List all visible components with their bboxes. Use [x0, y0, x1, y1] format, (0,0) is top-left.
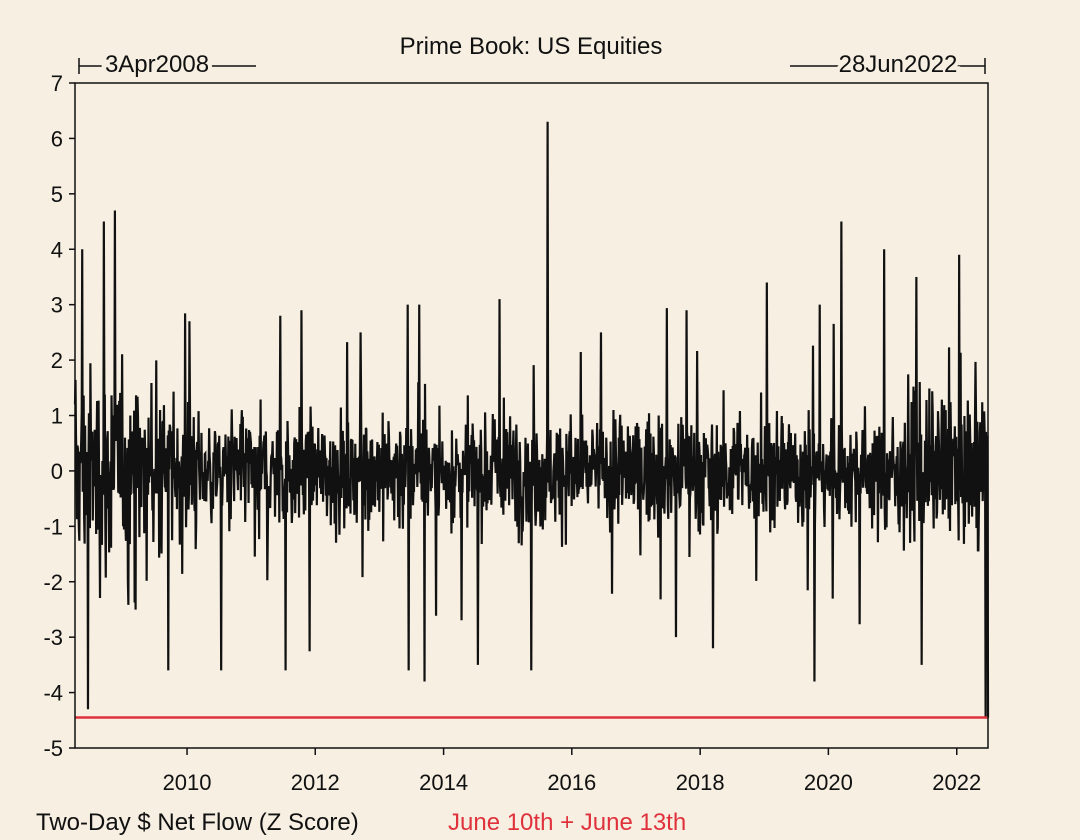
y-tick-label: 0: [51, 459, 63, 484]
series-net-flow-line: [75, 122, 988, 718]
legend-entry-june-dates: June 10th + June 13th: [448, 809, 686, 836]
y-tick-label: 2: [51, 348, 63, 373]
y-tick-label: -1: [43, 514, 63, 539]
y-tick-label: 5: [51, 182, 63, 207]
x-tick-label: 2010: [163, 770, 212, 795]
y-tick-label: -3: [43, 625, 63, 650]
y-tick-label: 4: [51, 237, 63, 262]
chart-title: Prime Book: US Equities: [400, 33, 663, 60]
start-date-label: 3Apr2008: [105, 51, 209, 78]
x-tick-label: 2016: [547, 770, 596, 795]
x-tick-label: 2012: [291, 770, 340, 795]
x-tick-label: 2018: [676, 770, 725, 795]
y-tick-label: 1: [51, 404, 63, 429]
y-tick-label: -5: [43, 736, 63, 761]
y-tick-label: -2: [43, 570, 63, 595]
data-layer: [75, 122, 988, 718]
x-tick-label: 2020: [804, 770, 853, 795]
end-range-marker: 28Jun2022: [790, 51, 985, 78]
end-date-label: 28Jun2022: [839, 51, 958, 78]
legend-entry-net-flow: Two-Day $ Net Flow (Z Score): [36, 809, 359, 836]
start-range-marker: 3Apr2008: [79, 51, 256, 78]
x-tick-label: 2014: [419, 770, 468, 795]
x-tick-label: 2022: [932, 770, 981, 795]
y-tick-label: 6: [51, 126, 63, 151]
y-tick-label: 7: [51, 71, 63, 96]
y-tick-label: 3: [51, 293, 63, 318]
y-tick-label: -4: [43, 681, 63, 706]
